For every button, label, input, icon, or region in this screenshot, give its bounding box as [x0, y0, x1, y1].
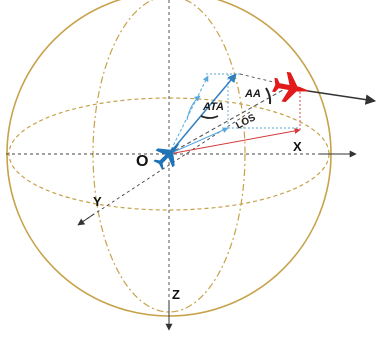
y-axis-label: Y [93, 194, 102, 209]
y-axis-arrow [77, 213, 95, 226]
ata-label: ATA [202, 101, 224, 113]
ata-angle-arc [200, 115, 219, 119]
velocity-component-vertical [168, 75, 209, 155]
aa-label: AA [244, 88, 261, 100]
ownship-velocity-vector [168, 73, 237, 155]
los-horizontal-projection [168, 128, 301, 155]
aa-angle-arc [265, 87, 272, 105]
velocity-angle-arc [186, 95, 201, 121]
y-axis-line [81, 111, 251, 223]
target-aircraft-icon [272, 71, 310, 103]
x-axis-label: X [293, 139, 302, 154]
ownship-aircraft-icon [153, 143, 180, 170]
z-axis-label: Z [172, 287, 180, 302]
origin-label: O [136, 153, 148, 170]
velocity-component-horizontal [168, 127, 229, 155]
